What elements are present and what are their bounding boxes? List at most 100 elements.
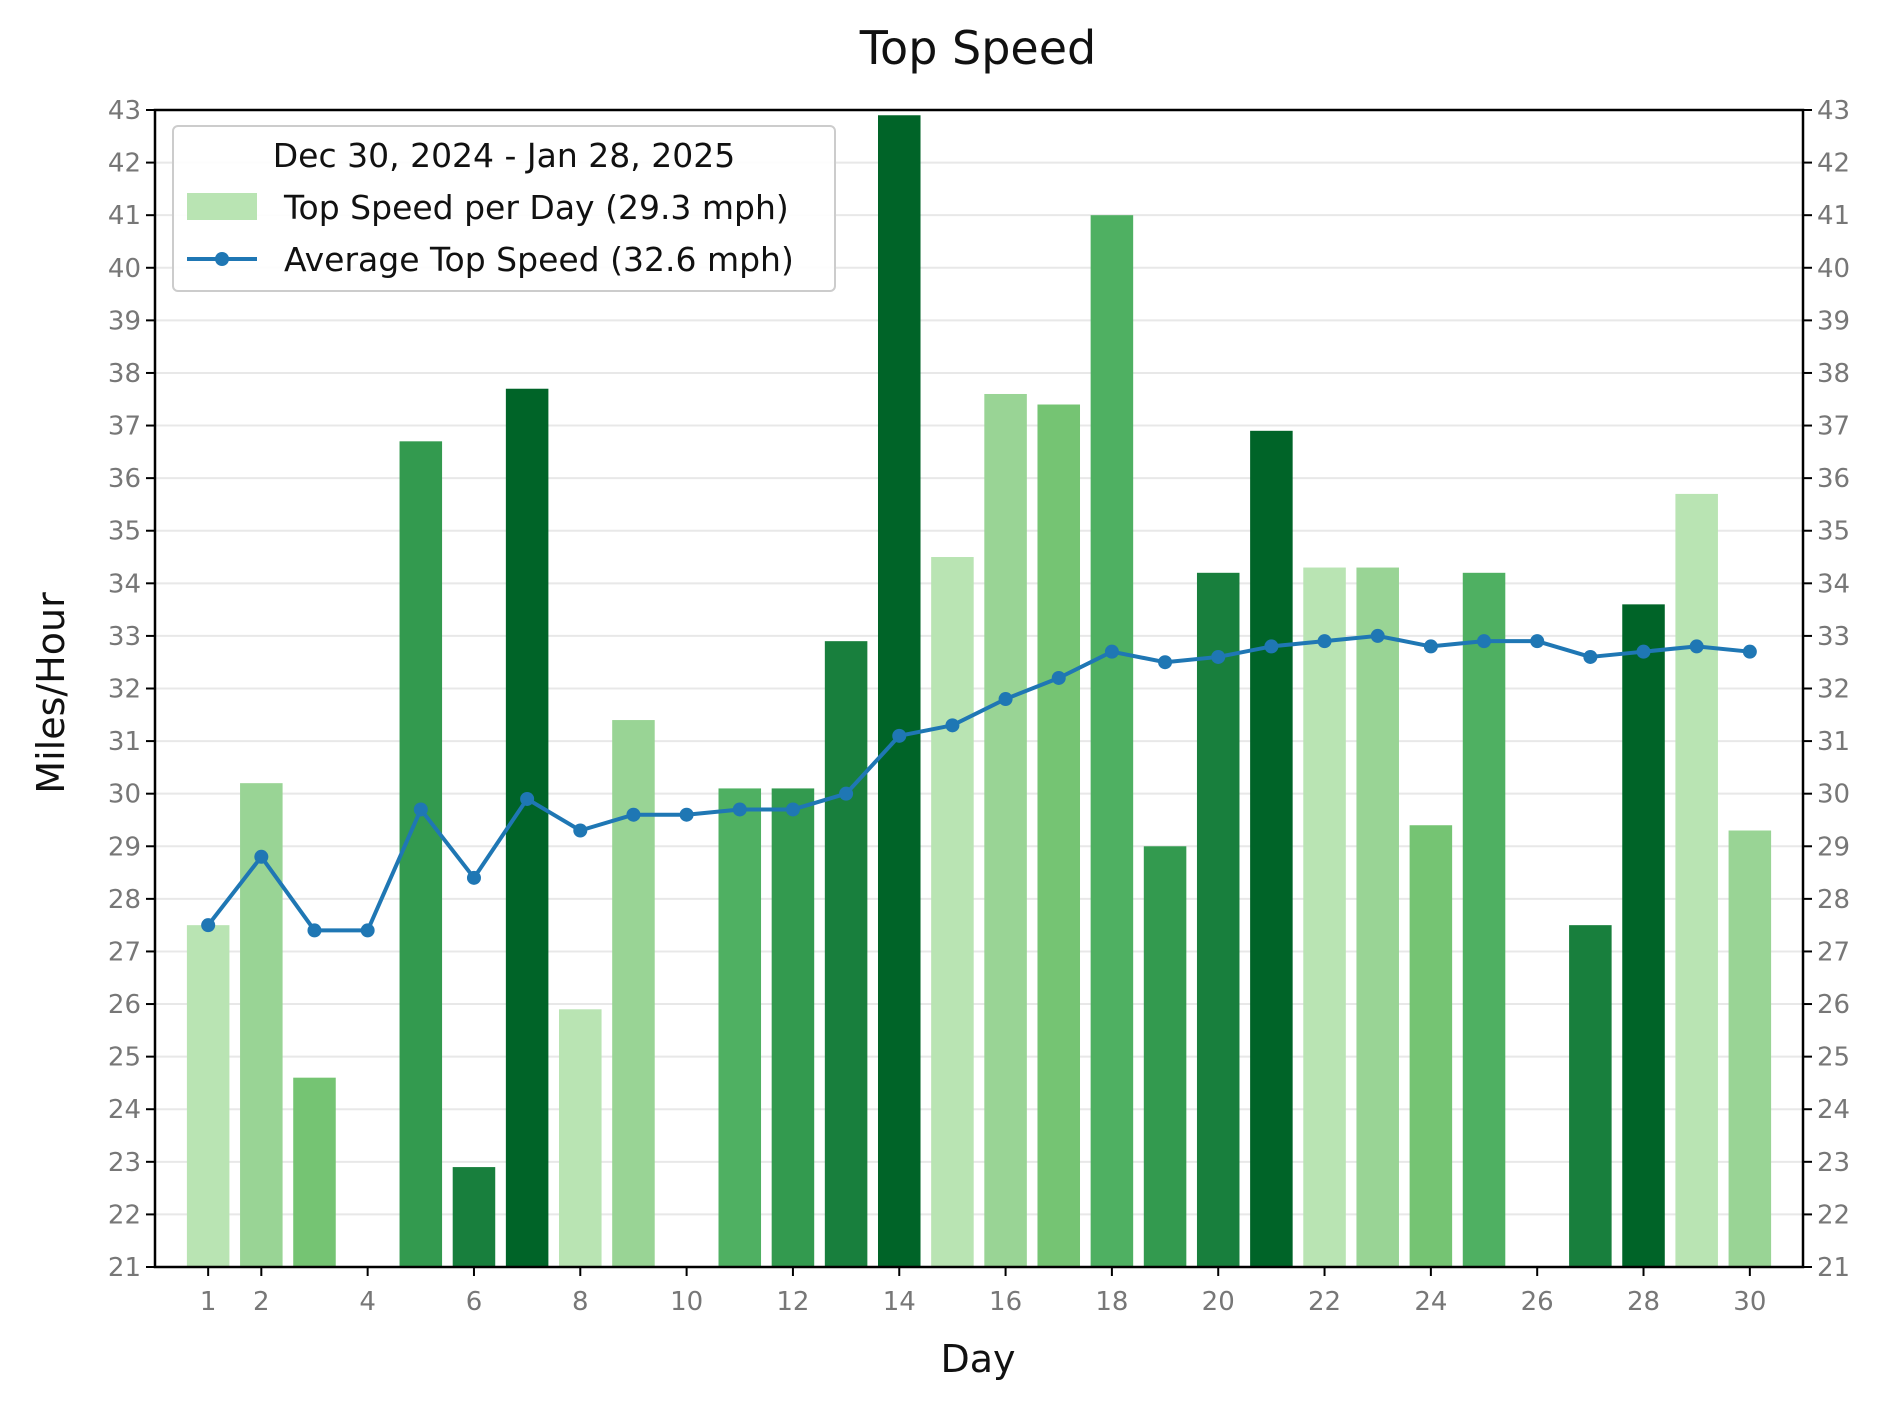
- average-point: [466, 870, 481, 885]
- x-tick-label: 18: [1095, 1287, 1128, 1317]
- y-tick-label-right: 35: [1817, 517, 1850, 547]
- y-tick-label: 32: [108, 675, 141, 705]
- y-tick-label-right: 41: [1817, 201, 1850, 231]
- y-tick-label-right: 24: [1817, 1095, 1850, 1125]
- average-point: [1370, 628, 1385, 643]
- average-point: [1211, 649, 1226, 664]
- bar: [1622, 604, 1665, 1267]
- x-tick-label: 14: [883, 1287, 916, 1317]
- y-tick-label-right: 42: [1817, 149, 1850, 179]
- average-point: [360, 923, 375, 938]
- x-tick-label: 24: [1414, 1287, 1447, 1317]
- average-point: [1689, 639, 1704, 654]
- bar: [1356, 567, 1399, 1267]
- average-line: [206, 633, 1751, 933]
- y-tick-label: 25: [108, 1043, 141, 1073]
- average-point: [413, 802, 428, 817]
- y-tick-label-right: 37: [1817, 412, 1850, 442]
- bar-series: [186, 115, 1772, 1268]
- bar: [984, 393, 1027, 1267]
- y-tick-label-right: 27: [1817, 937, 1850, 967]
- y-tick-label-right: 22: [1817, 1200, 1850, 1230]
- y-tick-label-right: 26: [1817, 990, 1850, 1020]
- y-tick-label: 24: [108, 1095, 141, 1125]
- y-tick-label-right: 31: [1817, 727, 1850, 757]
- y-tick-label-right: 21: [1817, 1253, 1850, 1283]
- bar: [293, 1077, 336, 1267]
- bar: [1250, 430, 1293, 1267]
- y-tick-label-right: 30: [1817, 780, 1850, 810]
- y-tick-label-right: 34: [1817, 569, 1850, 599]
- x-tick-label: 8: [572, 1287, 589, 1317]
- bar: [559, 1009, 602, 1267]
- y-tick-label: 40: [108, 254, 141, 284]
- average-point: [679, 807, 694, 822]
- average-point: [520, 791, 535, 806]
- y-axis-left: 21 22 23 24 25 26 27 28 29 30 31 32 33 34 35 36 37 38 39 40…: [108, 96, 155, 1283]
- y-axis-right: 21 22 23 24 25 26 27 28 29 30 31 32 33 34 35 36 37 38 39 40…: [1803, 96, 1850, 1283]
- y-tick-label: 41: [108, 201, 141, 231]
- y-tick-label-right: 29: [1817, 832, 1850, 862]
- bar: [1409, 825, 1453, 1267]
- legend-bar-swatch: [187, 193, 257, 220]
- bar: [240, 783, 283, 1267]
- x-tick-label: 26: [1521, 1287, 1554, 1317]
- y-tick-label: 28: [108, 885, 141, 915]
- average-point: [1530, 634, 1545, 649]
- x-tick-label: 2: [253, 1287, 270, 1317]
- bar: [1303, 567, 1346, 1267]
- average-point: [839, 786, 854, 801]
- bar: [1462, 572, 1506, 1267]
- legend-line-marker: [215, 252, 229, 266]
- y-tick-label-right: 39: [1817, 306, 1850, 336]
- y-tick-label-right: 25: [1817, 1043, 1850, 1073]
- y-tick-label-right: 33: [1817, 622, 1850, 652]
- x-axis-label: Day: [940, 1337, 1015, 1381]
- y-tick-label-right: 23: [1817, 1148, 1850, 1178]
- y-tick-label: 29: [108, 832, 141, 862]
- y-tick-label: 22: [108, 1200, 141, 1230]
- bar: [1090, 215, 1134, 1267]
- y-tick-label: 37: [108, 412, 141, 442]
- average-point: [1264, 639, 1279, 654]
- bar: [1196, 572, 1240, 1267]
- y-tick-label-right: 28: [1817, 885, 1850, 915]
- average-point: [573, 823, 588, 838]
- average-point: [1636, 644, 1651, 659]
- average-point: [1583, 649, 1598, 664]
- y-tick-label-right: 43: [1817, 96, 1850, 126]
- y-tick-label: 26: [108, 990, 141, 1020]
- bar: [771, 788, 815, 1267]
- x-tick-label: 6: [466, 1287, 483, 1317]
- bar: [931, 557, 974, 1267]
- bar: [824, 641, 868, 1267]
- y-tick-label-right: 38: [1817, 359, 1850, 389]
- bar: [186, 925, 230, 1267]
- legend-line-label: Average Top Speed (32.6 mph): [284, 240, 794, 279]
- x-tick-label: 10: [670, 1287, 703, 1317]
- average-point: [1051, 670, 1066, 685]
- x-tick-label: 12: [776, 1287, 809, 1317]
- average-point: [945, 718, 960, 733]
- y-tick-label: 27: [108, 937, 141, 967]
- x-tick-label: 4: [359, 1287, 376, 1317]
- bar: [1037, 404, 1081, 1267]
- bar: [1143, 846, 1187, 1267]
- y-tick-label-right: 36: [1817, 464, 1850, 494]
- average-point: [307, 923, 322, 938]
- average-point: [1317, 634, 1332, 649]
- average-point: [626, 807, 641, 822]
- bar: [877, 115, 921, 1268]
- y-tick-label: 34: [108, 569, 141, 599]
- average-point: [1158, 655, 1173, 670]
- y-tick-label: 39: [108, 306, 141, 336]
- average-point: [892, 728, 907, 743]
- y-tick-label: 35: [108, 517, 141, 547]
- y-tick-label: 36: [108, 464, 141, 494]
- legend: Dec 30, 2024 - Jan 28, 2025 Top Speed pe…: [172, 125, 836, 292]
- bar: [399, 441, 443, 1267]
- chart-title: Top Speed: [859, 21, 1096, 75]
- average-point: [785, 802, 800, 817]
- bar: [1569, 925, 1612, 1267]
